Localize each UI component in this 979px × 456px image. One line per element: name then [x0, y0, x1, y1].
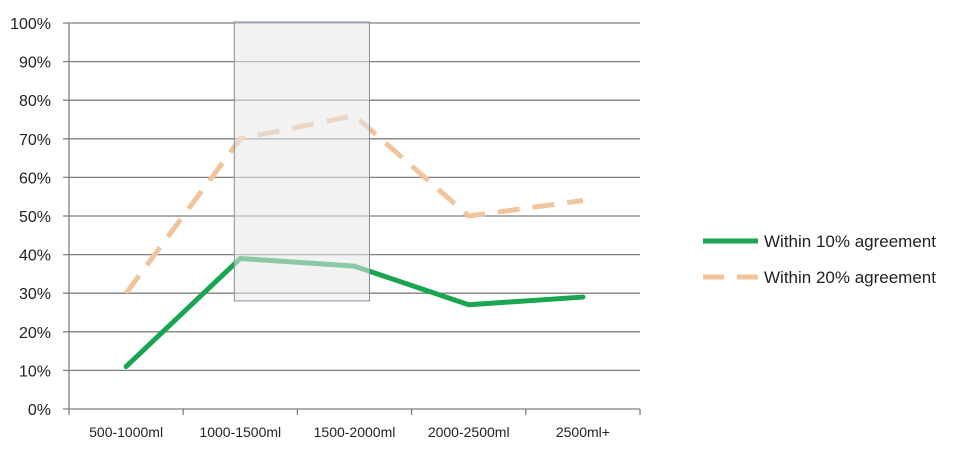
legend-label-2: Within 20% agreement [764, 268, 936, 287]
y-tick-label: 70% [19, 132, 51, 149]
y-tick-label: 0% [28, 402, 51, 419]
legend: Within 10% agreement Within 20% agreement [703, 232, 936, 287]
y-tick-label: 20% [19, 325, 51, 342]
data-point [468, 215, 470, 217]
y-axis-ticks: 0% 10% 20% 30% 40% 50% 60% 70% 80% 90% 100% [10, 16, 51, 419]
data-point [582, 200, 584, 202]
x-axis-ticks: 500-1000ml 1000-1500ml 1500-2000ml 2000-250… [89, 424, 610, 440]
y-tick-label: 60% [19, 170, 51, 187]
x-tick-label: 1500-2000ml [314, 424, 396, 440]
highlight-box [233, 21, 370, 302]
data-point [125, 292, 127, 294]
y-tick-label: 30% [19, 286, 51, 303]
y-tick-label: 10% [19, 363, 51, 380]
series-line-2 [124, 113, 584, 295]
x-tick-label: 2000-2500ml [428, 424, 510, 440]
highlight-region [233, 21, 370, 302]
y-tick-label: 90% [19, 55, 51, 72]
y-tick-label: 40% [19, 248, 51, 265]
x-tick-label: 2500ml+ [556, 424, 610, 440]
legend-label-1: Within 10% agreement [764, 232, 936, 251]
x-tick-label: 500-1000ml [89, 424, 163, 440]
x-tick-label: 1000-1500ml [199, 424, 281, 440]
y-tick-label: 50% [19, 209, 51, 226]
data-point [125, 366, 127, 368]
data-point [468, 304, 470, 306]
data-point [582, 296, 584, 298]
y-tick-label: 80% [19, 93, 51, 110]
y-tick-label: 100% [10, 16, 51, 33]
